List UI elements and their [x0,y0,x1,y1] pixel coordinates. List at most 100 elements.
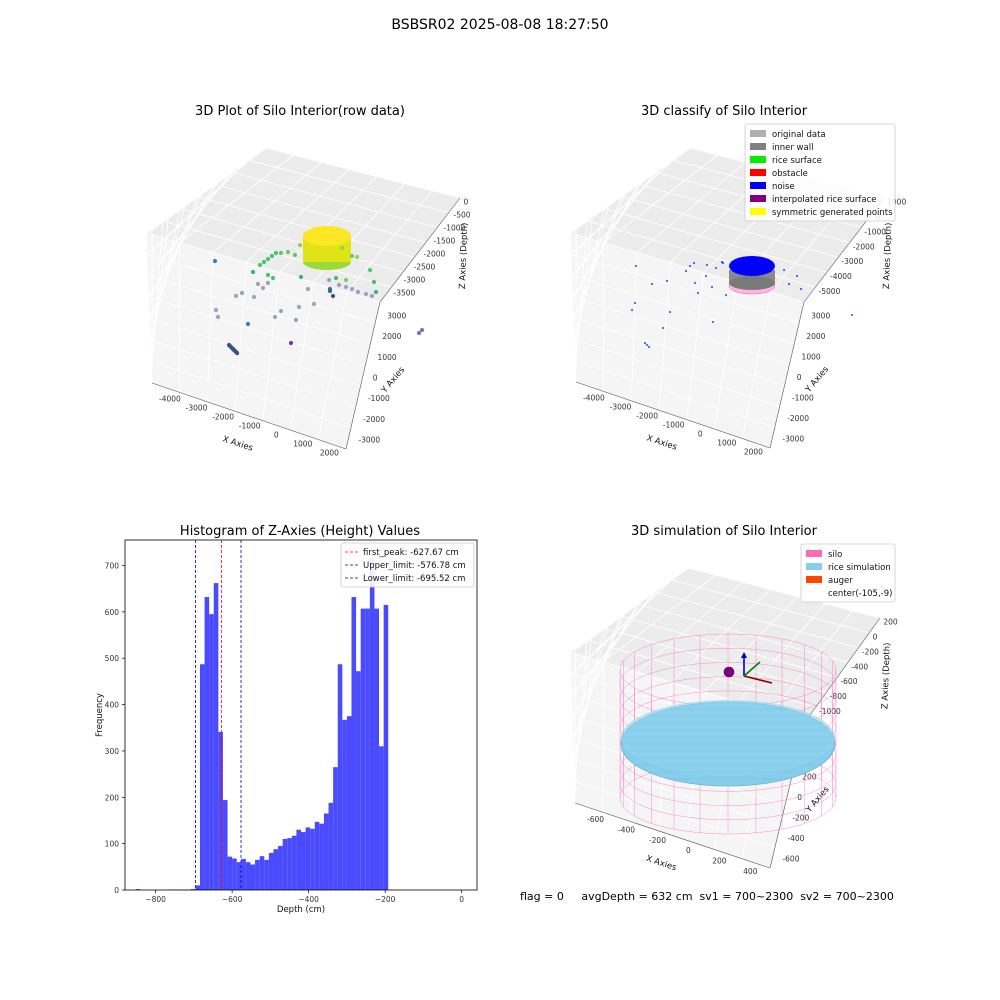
plot1-point [416,330,422,336]
plot1-grid [265,147,461,199]
plot4-legend-label: rice simulation [828,563,891,573]
plot2-z-tick-label: -2000 [853,242,875,251]
plot4-legend-label: auger [828,576,853,586]
histogram-bar [268,852,274,890]
plot1-point [285,249,291,255]
histogram-bar [213,583,219,890]
plot3-bars [135,558,389,890]
plot4-legend-swatch [806,576,822,583]
plot2-y-tick-label: 3000 [811,311,830,320]
plot4-legend-swatch [806,550,822,557]
plot2-legend-label: obstacle [772,169,808,179]
histogram-bar [374,608,380,890]
plot1-grid [179,154,294,244]
plot4-grid [574,579,672,673]
plot3-y-tick-label: 300 [105,747,120,756]
plot4-grid [574,567,689,651]
plot4-grid [574,627,605,760]
plot2-y-tick-label: -2000 [787,414,809,423]
histogram-bar [241,858,246,890]
histogram-bar [383,604,389,890]
plot4-grid [569,651,576,804]
plot3-y-tick-label: 100 [105,840,120,849]
plot1-x-tick-label: -4000 [159,394,181,403]
plot1-y-label: Y Axies [379,365,407,396]
plot1-z-tick-label: -3000 [404,275,426,284]
plot2-legend-label: interpolated rice surface [772,195,877,205]
plot2-y-tick-label: -3000 [782,435,804,444]
plot2-legend-frame [744,123,896,222]
plot2-y-tick-label: 1000 [802,352,821,361]
plot4-grid [620,615,838,678]
plot1-point [235,351,240,356]
plot2-legend: original data inner wall rice surface obsta… [744,123,896,222]
plot1-point [265,256,271,262]
plot1-point [336,282,342,288]
plot2-noise-point [669,311,671,313]
plot3-y-tick-label: 500 [105,654,120,663]
plot2-grid [603,154,718,244]
plot2-grid [570,253,800,324]
plot2-noise-point [646,344,648,346]
plot1-x-tick-label: 1000 [293,440,312,449]
plot2-legend-swatch [750,208,766,215]
histogram-bar [278,845,283,890]
plot2-legend-label: rice surface [772,156,822,166]
histogram-bar [250,864,256,890]
plot1-point [311,301,317,307]
plot1-y-axis [345,301,381,450]
plot2-noise-point [685,270,687,272]
plot1-point [339,245,345,251]
plot1-grid [346,190,433,293]
plot1-grid [151,159,250,253]
plot2-grid [572,296,790,366]
plot3-x-tick-label: 0 [459,895,464,904]
histogram-bar [259,856,265,890]
plot4-legend-label: silo [828,550,842,560]
plot2-noise-point [694,282,696,284]
plot1-grid [146,253,376,324]
histogram-bar [369,558,375,890]
plot1-grid [197,196,415,258]
plot1-grid [151,208,181,340]
plot4-grid [586,639,816,708]
plot1-point [273,250,279,256]
plot3-legend-frame [340,542,475,588]
histogram-bar [209,614,214,890]
plot2-noise-point [689,265,691,267]
plot2-noise-point [712,321,714,323]
plot2-grid [571,275,795,345]
plot4-grid [574,639,588,782]
plot1-point [333,275,339,281]
histogram-bar [199,664,205,890]
plot1-x-label: X Axies [221,434,254,453]
histogram-bar [204,597,210,890]
axis-arrow-x [743,675,773,684]
plot1-x-tick-label: -1000 [239,422,261,431]
plot1-point [255,281,261,287]
plot1-point [296,304,302,310]
histogram-bar [314,821,320,890]
plot3-legend-label: Upper_limit: -576.78 cm [363,561,466,571]
plot1-x-axis [151,382,347,450]
plot2-grid [638,183,850,244]
plot3-legend: first_peak: -627.67 cm Upper_limit: -576.… [340,542,475,588]
plot3-y-tick-label: 700 [105,561,120,570]
plot2-points [631,256,853,348]
histogram-bar [351,597,357,890]
plot1-point [261,259,267,265]
plot3-frame [124,539,478,891]
plot1-title: 3D Plot of Silo Interior(row data) [195,104,405,119]
plot1-point [265,280,271,286]
plot4-legend-frame [800,543,896,603]
plot3-x-tick-label: −200 [375,895,396,904]
plot4-x-axis [574,802,771,869]
plot2-x-tick-label: -1000 [663,421,685,430]
plot4-grid [602,661,605,813]
plot4-scene [619,633,837,835]
plot2-grid [575,208,605,339]
histogram-bar [296,829,301,890]
plot4-legend: silo rice simulation auger center(-105,-9) [800,543,896,603]
histogram-bar [222,800,228,890]
